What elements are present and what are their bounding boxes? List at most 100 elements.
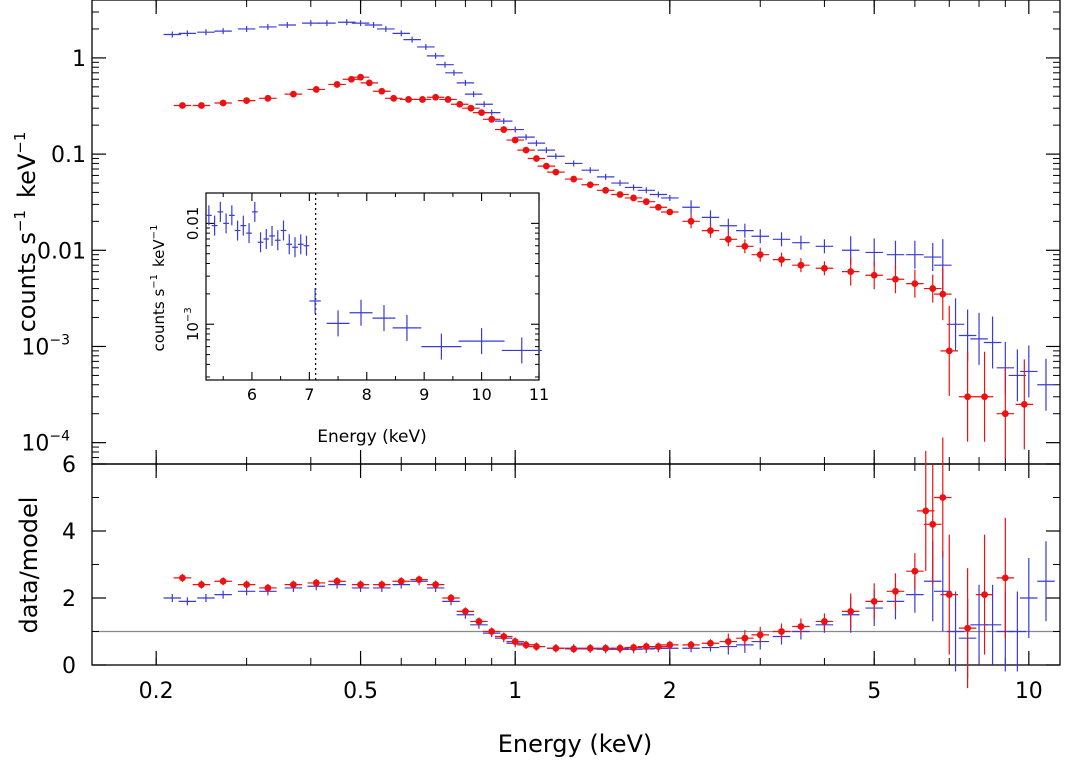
inset-y-label-unit: keV [150, 239, 168, 267]
ratio-blue-point [1020, 558, 1038, 638]
ratio-red-point [736, 630, 754, 647]
ratio-red-point [456, 607, 475, 616]
inset-y-tick-exp: −3 [183, 307, 194, 322]
spectrum-blue-point [983, 316, 1002, 369]
inset-blue-point [263, 228, 270, 249]
spectrum-y-tick-label: 1 [72, 47, 86, 72]
spectrum-red-point [751, 247, 770, 262]
ratio-red-point [328, 577, 346, 586]
inset-blue-point [228, 205, 235, 226]
spectrum-red-point [719, 232, 738, 247]
inset-ticks: 6 7 8 9 10 11 0.01 10−3 [183, 192, 549, 404]
spectrum-blue-point [547, 153, 565, 160]
inset-blue-point [286, 234, 293, 255]
spectrum-y-tick-exp: −4 [49, 429, 70, 445]
spectrum-blue-point [970, 312, 988, 365]
ratio-red-point [494, 632, 513, 641]
spectrum-blue-point [494, 118, 513, 125]
inset-blue-point [211, 215, 218, 236]
spectrum-red-point [682, 214, 700, 229]
spectrum-red-point [547, 168, 565, 176]
spectrum-red-point [451, 100, 469, 108]
spectrum-y-label-exp: −1 [11, 210, 29, 232]
ratio-red-point [701, 639, 720, 648]
ratio-blue-point [163, 594, 182, 602]
ratio-red-point [815, 613, 834, 630]
ratio-red-point [237, 580, 256, 589]
ratio-red-point [373, 580, 391, 589]
ratio-red-point [581, 644, 599, 653]
inset-blue-point [269, 225, 275, 246]
spectrum-red-point [841, 257, 860, 286]
ratio-blue-point [1037, 541, 1055, 622]
spectrum-red-point [1015, 359, 1034, 450]
ratio-blue-point [1008, 591, 1027, 672]
ratio-series [163, 437, 1055, 689]
inset-x-tick-label: 7 [304, 385, 314, 404]
ratio-x-ticks: 0.2 0.5 1 2 5 10 [139, 464, 1043, 704]
spectrum-blue-point [682, 200, 700, 215]
spectrum-blue-point [377, 25, 395, 32]
spectrum-red-point [351, 73, 370, 81]
spectrum-red-point [439, 96, 457, 103]
ratio-panel: 0 2 4 6 0.2 0.5 1 2 5 10 data/model Energy (keV) [15, 437, 1061, 758]
spectrum-red-point [564, 175, 583, 183]
spectrum-blue-point [426, 52, 445, 59]
x-tick-label: 0.5 [343, 679, 378, 704]
x-tick-label: 10 [1015, 679, 1043, 704]
x-tick-label: 2 [663, 679, 677, 704]
spectrum-blue-point [923, 243, 942, 272]
ratio-red-point [547, 644, 565, 653]
spectrum-red-point [815, 261, 834, 276]
x-axis-label: Energy (keV) [498, 730, 653, 758]
ratio-y-tick-label: 0 [62, 654, 76, 679]
spectrum-red-point [923, 274, 942, 303]
spectrum-blue-point [237, 25, 256, 32]
spectrum-blue-point [259, 23, 277, 30]
ratio-red-point [682, 640, 700, 649]
inset-y-label-unit-exp: −1 [149, 225, 160, 240]
spectrum-red-point [940, 305, 959, 396]
spectrum-blue-point [886, 240, 905, 269]
ratio-red-point [410, 575, 428, 584]
x-tick-label: 5 [867, 679, 881, 704]
spectrum-red-point [482, 115, 501, 123]
inset-blue-point [303, 235, 310, 256]
x-tick-label: 1 [508, 679, 522, 704]
inset-series [206, 201, 542, 364]
ratio-red-point [527, 642, 546, 651]
spectrum-blue-point [392, 30, 410, 37]
spectrum-red-point [192, 102, 211, 109]
ratio-red-point [886, 573, 905, 610]
spectrum-red-point [886, 265, 905, 294]
spectrum-blue-point [537, 147, 556, 154]
spectrum-red-point [736, 239, 754, 254]
ratio-red-point [975, 534, 994, 655]
inset-blue-point [458, 328, 505, 355]
ratio-red-point [192, 580, 211, 589]
spectrum-y-tick-exp: −3 [49, 332, 70, 348]
spectrum-blue-point [475, 101, 493, 108]
spectrum-red-point [307, 86, 326, 93]
ratio-red-point [442, 594, 460, 602]
spectrum-blue-point [815, 239, 834, 254]
inset-blue-point [349, 299, 373, 326]
spectrum-blue-point [417, 43, 435, 50]
inset-x-tick-label: 8 [362, 385, 372, 404]
inset-y-label-main: counts s [150, 289, 168, 352]
spectrum-red-point [527, 155, 546, 162]
spectrum-red-point [792, 258, 810, 273]
inset-blue-point [292, 237, 298, 258]
ratio-red-point [934, 437, 952, 558]
inset-blue-point [297, 234, 304, 255]
spectrum-red-point [865, 261, 883, 290]
inset-x-tick-label: 9 [419, 385, 429, 404]
inset-blue-point [257, 232, 264, 253]
spectrum-blue-point [637, 187, 656, 194]
spectrum-blue-point [1037, 358, 1055, 411]
spectrum-red-point [384, 94, 403, 102]
spectrum-blue-point [751, 229, 770, 244]
spectrum-blue-point [1008, 349, 1027, 402]
spectrum-red-point [506, 136, 524, 144]
